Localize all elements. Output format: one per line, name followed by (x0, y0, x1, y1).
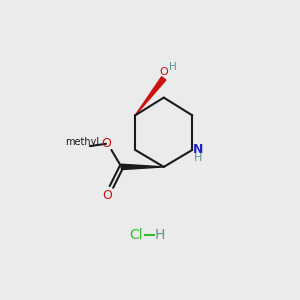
Text: Cl: Cl (129, 228, 143, 242)
Text: H: H (169, 62, 177, 72)
Text: O: O (103, 189, 112, 202)
Text: N: N (193, 143, 204, 157)
Text: O: O (159, 67, 168, 77)
Polygon shape (135, 77, 166, 115)
Text: O: O (101, 137, 111, 150)
Text: methyl: methyl (65, 137, 99, 147)
Text: H: H (155, 228, 165, 242)
Text: H: H (194, 153, 202, 163)
Polygon shape (122, 164, 164, 170)
